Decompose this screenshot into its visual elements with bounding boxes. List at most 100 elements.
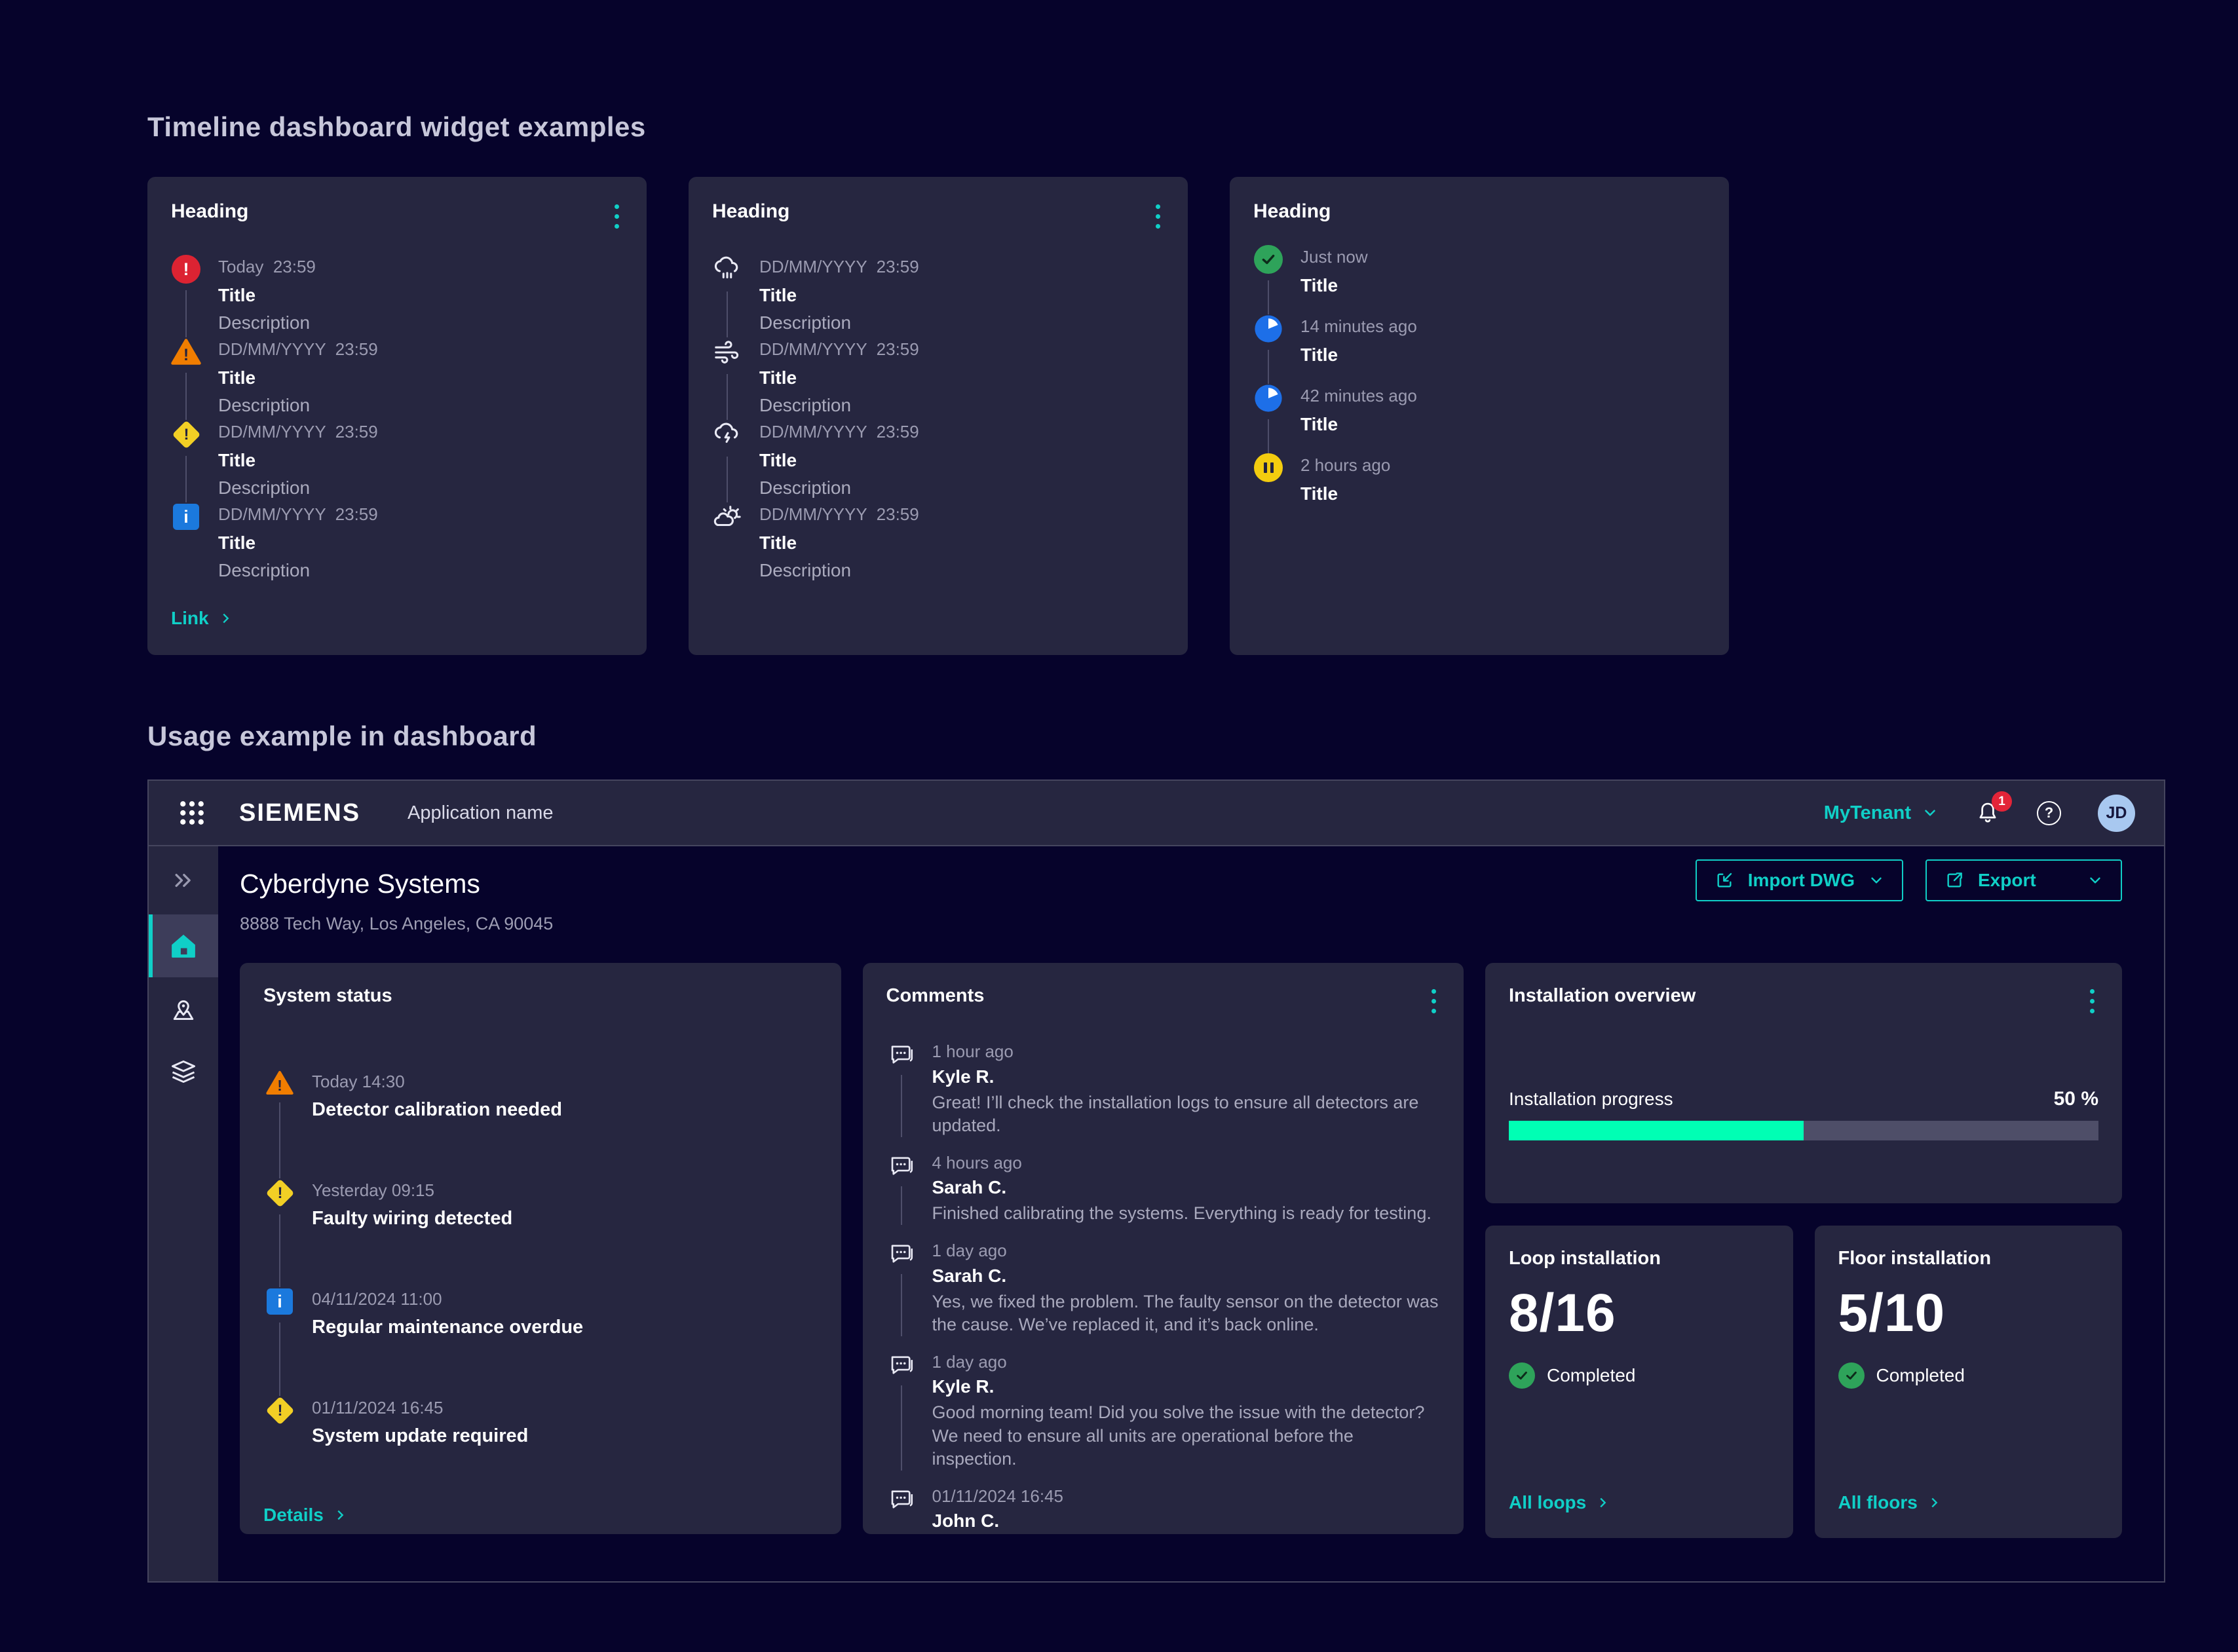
warning-icon: ! <box>170 337 202 366</box>
timeline-list: ! Today 23:59 Title Description ! <box>171 255 623 608</box>
timeline-description: Description <box>218 560 311 581</box>
timeline-item: 2 hours ago Title <box>1253 453 1705 523</box>
kebab-menu-icon[interactable] <box>1428 985 1440 1017</box>
comment-meta: 4 hours ago <box>932 1152 1022 1173</box>
sidebar-item-location[interactable] <box>149 977 218 1040</box>
comment-item: 4 hours ago Sarah C. Finished calibratin… <box>886 1152 1441 1226</box>
dashboard-content: Cyberdyne Systems 8888 Tech Way, Los Ang… <box>218 846 2164 1581</box>
timeline-meta: Just now <box>1300 247 1368 267</box>
kebab-menu-icon[interactable] <box>2086 985 2098 1017</box>
timeline-description: Description <box>759 560 852 581</box>
status-meta: Today 14:30 <box>312 1072 405 1091</box>
app-switcher-icon[interactable] <box>178 798 206 827</box>
all-loops-link[interactable]: All loops <box>1509 1492 1610 1513</box>
timeline-meta: DD/MM/YYYY 23:59 <box>218 422 378 441</box>
comment-item: 1 day ago Sarah C. Yes, we fixed the pro… <box>886 1240 1441 1336</box>
sidebar-item-layers[interactable] <box>149 1040 218 1103</box>
kebab-menu-icon[interactable] <box>1152 200 1164 233</box>
all-floors-label: All floors <box>1838 1492 1918 1512</box>
timeline-meta: Today 23:59 <box>218 257 316 276</box>
comment-icon <box>888 1351 915 1379</box>
timeline-title: Title <box>218 532 256 553</box>
chevron-right-icon <box>1931 1497 1938 1508</box>
details-link[interactable]: Details <box>263 1505 347 1526</box>
comment-author: John C. <box>932 1511 1000 1531</box>
page: Timeline dashboard widget examples Headi… <box>147 111 2166 1583</box>
card-heading: Installation overview <box>1509 985 1696 1006</box>
sidebar-item-home[interactable] <box>149 914 218 977</box>
widget-card-progress: Heading Just now Title <box>1230 177 1729 655</box>
timeline-item: Just now Title <box>1253 245 1705 314</box>
export-button[interactable]: Export <box>1925 859 2122 901</box>
tenant-selector[interactable]: MyTenant <box>1824 802 1939 824</box>
timeline-meta: DD/MM/YYYY 23:59 <box>759 339 919 359</box>
progress-value: 50 % <box>2053 1088 2098 1110</box>
status-title: System update required <box>312 1425 529 1446</box>
section-title-widgets: Timeline dashboard widget examples <box>147 111 646 142</box>
sun-cloud-icon <box>712 502 742 533</box>
home-icon <box>172 934 195 958</box>
timeline-title: Title <box>1300 413 1338 434</box>
timeline-meta: DD/MM/YYYY 23:59 <box>218 504 378 524</box>
progress-bar <box>1509 1121 2098 1140</box>
paused-icon <box>1254 453 1283 482</box>
status-meta: Yesterday 09:15 <box>312 1180 434 1200</box>
completed-label: Completed <box>1547 1365 1636 1385</box>
comment-author: Sarah C. <box>932 1177 1007 1198</box>
timeline-title: Title <box>218 449 256 470</box>
comment-icon <box>888 1041 915 1068</box>
comment-meta: 01/11/2024 16:45 <box>932 1486 1063 1506</box>
timeline-title: Title <box>1300 274 1338 295</box>
sidebar-expand-button[interactable] <box>149 846 218 914</box>
bell-icon <box>1979 802 1996 823</box>
card-heading: Loop installation <box>1509 1248 1661 1269</box>
timeline-description: Description <box>759 478 852 498</box>
comment-item: 1 hour ago Kyle R. Great! I’ll check the… <box>886 1041 1441 1137</box>
all-floors-link[interactable]: All floors <box>1838 1492 1941 1513</box>
installation-column: Installation overview Installation progr… <box>1485 963 2122 1538</box>
export-icon <box>1947 873 1962 888</box>
status-title: Faulty wiring detected <box>312 1207 513 1229</box>
comment-meta: 1 day ago <box>932 1351 1007 1372</box>
installation-overview-card: Installation overview Installation progr… <box>1485 963 2122 1203</box>
chevron-right-icon <box>337 1510 344 1520</box>
rain-cloud-icon <box>712 255 742 285</box>
double-chevron-right-icon <box>175 874 191 887</box>
progress-label: Installation progress <box>1509 1089 1673 1109</box>
widget-examples-row: Heading ! Today 23:59 Title Description <box>147 177 2166 655</box>
widget-card-weather: Heading DD/MM/YYYY 23:59 Title Descripti… <box>689 177 1188 655</box>
timeline-item: ! DD/MM/YYYY 23:59 Title Description <box>171 337 623 420</box>
card-link[interactable]: Link <box>171 608 233 629</box>
alarm-icon: ! <box>172 255 200 284</box>
help-button[interactable]: ? <box>2037 800 2061 825</box>
timeline-title: Title <box>218 367 256 388</box>
timeline-title: Title <box>759 532 797 553</box>
site-address: 8888 Tech Way, Los Angeles, CA 90045 <box>240 914 554 933</box>
comment-item: 1 day ago Kyle R. Good morning team! Did… <box>886 1351 1441 1471</box>
card-heading: Floor installation <box>1838 1248 1992 1269</box>
timeline-connector <box>185 373 187 420</box>
success-icon <box>1838 1362 1865 1389</box>
siemens-logo: SIEMENS <box>239 798 361 827</box>
timeline-item: DD/MM/YYYY 23:59 Title Description <box>712 255 1164 337</box>
status-item: i 04/11/2024 11:00 Regular maintenance o… <box>265 1287 818 1396</box>
system-status-card: System status ! <box>240 963 841 1534</box>
caution-icon: ! <box>172 420 200 449</box>
timeline-title: Title <box>1300 344 1338 365</box>
kebab-menu-icon[interactable] <box>611 200 623 233</box>
warning-icon: ! <box>265 1070 294 1096</box>
comment-author: Kyle R. <box>932 1376 995 1397</box>
import-dwg-button[interactable]: Import DWG <box>1695 859 1903 901</box>
timeline-title: Title <box>759 449 797 470</box>
notifications-button[interactable]: 1 <box>1975 791 2012 825</box>
status-title: Detector calibration needed <box>312 1098 562 1120</box>
timeline-item: DD/MM/YYYY 23:59 Title Description <box>712 420 1164 502</box>
import-label: Import DWG <box>1747 870 1855 890</box>
dashboard-example: SIEMENS Application name MyTenant 1 ? JD <box>147 779 2165 1583</box>
info-icon: i <box>267 1288 293 1315</box>
timeline-title: Title <box>1300 483 1338 504</box>
card-heading: Heading <box>712 200 790 222</box>
timeline-description: Description <box>218 478 311 498</box>
timeline-item: ! Today 23:59 Title Description <box>171 255 623 337</box>
user-avatar[interactable]: JD <box>2098 794 2135 832</box>
